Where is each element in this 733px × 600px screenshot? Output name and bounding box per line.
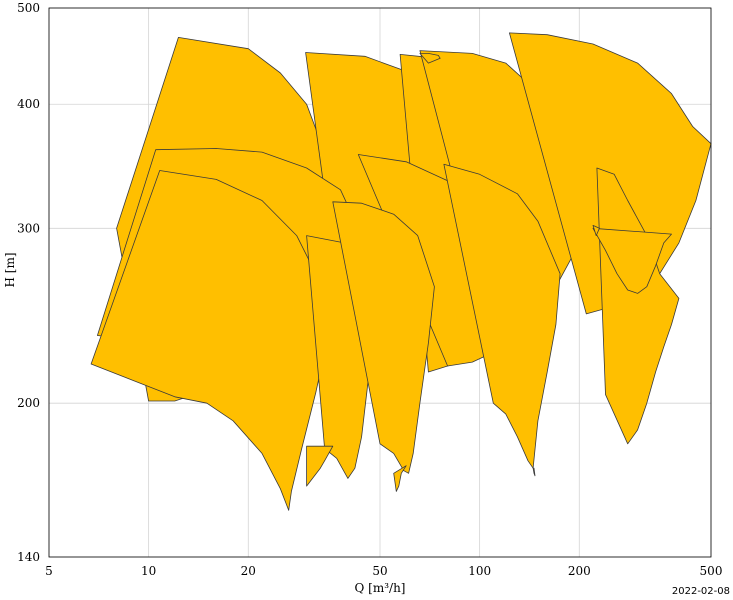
pump-range-17 [532,467,536,477]
y-tick-label: 200 [17,396,40,410]
x-axis-label: Q [m³/h] [355,581,406,595]
pump-range-14 [592,227,672,294]
pump-range-16 [393,465,407,492]
pump-range-18 [592,224,600,237]
pump-range-12 [419,53,441,64]
y-tick-label: 400 [17,97,40,111]
x-tick-label: 20 [241,564,256,578]
pump-range-8 [90,170,330,511]
pump-ranges [90,32,712,511]
pump-range-10 [332,201,435,474]
y-tick-label: 300 [17,221,40,235]
y-tick-label: 500 [17,1,40,15]
x-tick-label: 200 [568,564,591,578]
y-axis-label: H [m] [3,252,17,287]
footer-date: 2022-02-08 [672,586,730,597]
pump-range-15 [306,445,334,487]
y-tick-label: 140 [17,550,40,564]
pump-range-11 [443,163,561,469]
x-tick-labels: 5 10 20 50 100 200 500 [45,564,722,578]
x-tick-label: 500 [700,564,723,578]
x-tick-label: 5 [45,564,53,578]
x-tick-label: 10 [141,564,156,578]
plot-frame [48,7,712,558]
y-tick-labels: 140 200 300 400 500 [17,1,40,564]
x-tick-label: 50 [372,564,387,578]
x-tick-label: 100 [468,564,491,578]
